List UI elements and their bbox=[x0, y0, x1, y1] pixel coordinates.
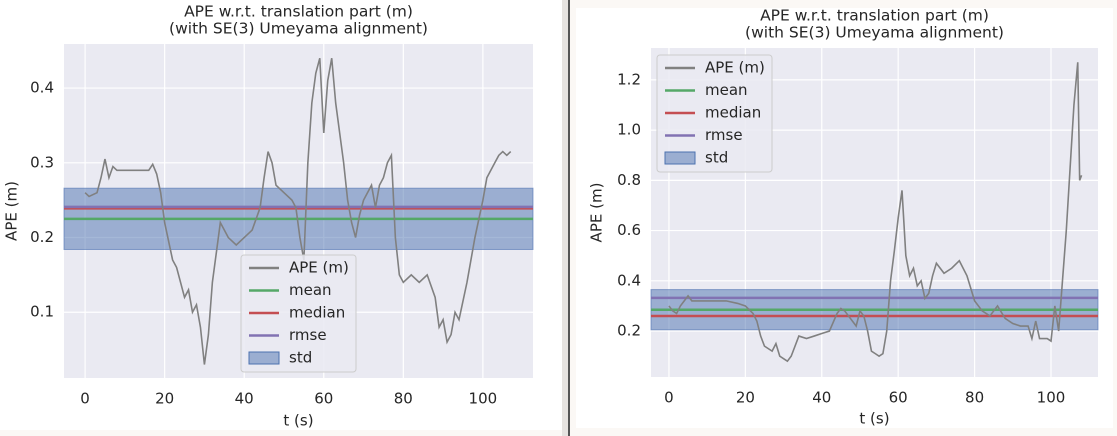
x-axis-label: t (s) bbox=[283, 412, 313, 430]
y-tick-label: 0.3 bbox=[30, 153, 54, 171]
legend-label: std bbox=[289, 349, 312, 367]
x-tick-label: 60 bbox=[889, 389, 908, 407]
legend-label: APE (m) bbox=[705, 59, 765, 77]
ape-line bbox=[84, 57, 512, 365]
legend-label: APE (m) bbox=[289, 259, 349, 277]
y-tick-label: 0.8 bbox=[617, 171, 641, 189]
chart: APE w.r.t. translation part (m)(with SE(… bbox=[588, 7, 1099, 428]
y-axis-label: APE (m) bbox=[3, 181, 21, 241]
x-tick-label: 100 bbox=[469, 390, 498, 408]
x-tick-label: 60 bbox=[314, 390, 333, 408]
y-tick-label: 0.4 bbox=[30, 79, 54, 97]
legend-label: rmse bbox=[705, 126, 743, 144]
x-tick-label: 40 bbox=[235, 390, 254, 408]
legend-box bbox=[656, 54, 773, 173]
divider-gap bbox=[562, 0, 568, 436]
x-tick-label: 0 bbox=[80, 390, 90, 408]
legend-label: std bbox=[705, 149, 728, 167]
legend-box bbox=[240, 254, 357, 373]
legend-label: rmse bbox=[289, 326, 327, 344]
legend-label: mean bbox=[705, 81, 748, 99]
legend-label: mean bbox=[289, 281, 332, 299]
y-tick-label: 0.6 bbox=[617, 221, 641, 239]
chart-title: APE w.r.t. translation part (m) bbox=[184, 3, 413, 21]
divider bbox=[568, 0, 570, 436]
legend-label: median bbox=[705, 104, 761, 122]
chart-subtitle: (with SE(3) Umeyama alignment) bbox=[745, 24, 1004, 42]
y-tick-label: 1.2 bbox=[617, 70, 641, 88]
legend-swatch bbox=[248, 351, 280, 365]
x-tick-label: 0 bbox=[664, 389, 674, 407]
legend-swatch bbox=[664, 151, 696, 165]
x-tick-label: 20 bbox=[155, 390, 174, 408]
y-tick-label: 0.4 bbox=[617, 271, 641, 289]
y-axis-label: APE (m) bbox=[588, 183, 606, 243]
ape-line bbox=[668, 62, 1083, 363]
x-tick-label: 20 bbox=[736, 389, 755, 407]
chart-title: APE w.r.t. translation part (m) bbox=[760, 7, 989, 25]
x-axis-label: t (s) bbox=[859, 410, 889, 428]
x-tick-label: 40 bbox=[812, 389, 831, 407]
y-tick-label: 0.1 bbox=[30, 303, 54, 321]
chart-subtitle: (with SE(3) Umeyama alignment) bbox=[169, 20, 428, 38]
y-tick-label: 0.2 bbox=[30, 228, 54, 246]
x-tick-label: 80 bbox=[394, 390, 413, 408]
x-tick-label: 80 bbox=[965, 389, 984, 407]
legend-label: median bbox=[289, 304, 345, 322]
y-tick-label: 1.0 bbox=[617, 121, 641, 139]
chart: APE w.r.t. translation part (m)(with SE(… bbox=[3, 3, 534, 430]
y-tick-label: 0.2 bbox=[617, 322, 641, 340]
x-tick-label: 100 bbox=[1037, 389, 1066, 407]
